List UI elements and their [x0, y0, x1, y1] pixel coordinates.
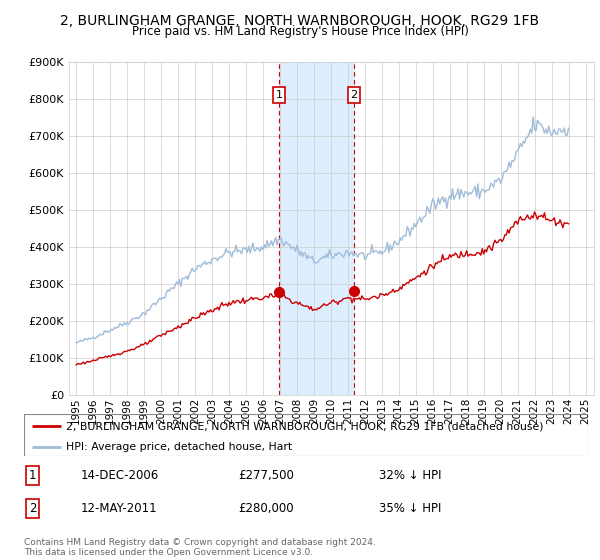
Text: Contains HM Land Registry data © Crown copyright and database right 2024.
This d: Contains HM Land Registry data © Crown c…: [24, 538, 376, 557]
Text: 2: 2: [350, 90, 358, 100]
Text: 2, BURLINGHAM GRANGE, NORTH WARNBOROUGH, HOOK, RG29 1FB: 2, BURLINGHAM GRANGE, NORTH WARNBOROUGH,…: [61, 14, 539, 28]
Text: HPI: Average price, detached house, Hart: HPI: Average price, detached house, Hart: [66, 442, 292, 452]
Text: 1: 1: [275, 90, 283, 100]
Text: 2, BURLINGHAM GRANGE, NORTH WARNBOROUGH, HOOK, RG29 1FB (detached house): 2, BURLINGHAM GRANGE, NORTH WARNBOROUGH,…: [66, 421, 544, 431]
Text: 2: 2: [29, 502, 36, 515]
Text: £277,500: £277,500: [238, 469, 294, 482]
Text: 32% ↓ HPI: 32% ↓ HPI: [379, 469, 442, 482]
Text: 35% ↓ HPI: 35% ↓ HPI: [379, 502, 442, 515]
Text: £280,000: £280,000: [238, 502, 294, 515]
Text: Price paid vs. HM Land Registry's House Price Index (HPI): Price paid vs. HM Land Registry's House …: [131, 25, 469, 38]
Text: 1: 1: [29, 469, 36, 482]
Text: 14-DEC-2006: 14-DEC-2006: [80, 469, 158, 482]
Bar: [279, 62, 354, 395]
Text: 12-MAY-2011: 12-MAY-2011: [80, 502, 157, 515]
